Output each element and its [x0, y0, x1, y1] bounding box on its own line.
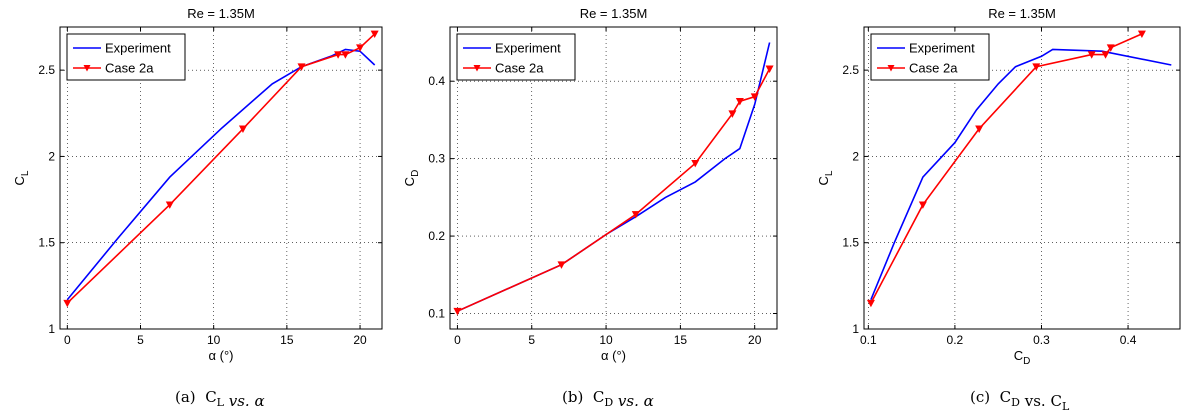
- x-tick-label: 5: [137, 333, 144, 347]
- y-tick-label: 1.5: [38, 236, 55, 250]
- plot-title: Re = 1.35M: [580, 6, 648, 21]
- x-tick-label: 10: [599, 333, 613, 347]
- legend-label: Experiment: [909, 41, 975, 56]
- legend-marker: [473, 65, 481, 72]
- data-point: [1101, 51, 1110, 59]
- legend-label: Case 2a: [105, 61, 154, 76]
- y-axis-label: CL: [816, 170, 835, 185]
- legend-marker: [83, 65, 91, 72]
- y-axis-label: CL: [12, 170, 31, 185]
- y-tick-label: 1: [48, 322, 55, 336]
- legend: Experiment Case 2a: [66, 33, 186, 81]
- y-tick-label: 1.5: [842, 236, 859, 250]
- data-point: [750, 93, 759, 101]
- legend-label: Case 2a: [495, 61, 544, 76]
- data-point: [165, 201, 174, 209]
- y-tick-label: 0.2: [428, 229, 445, 243]
- series-case-2a: [866, 30, 1146, 308]
- data-point: [341, 51, 350, 59]
- x-tick-label: 0: [454, 333, 461, 347]
- plot-title: Re = 1.35M: [988, 6, 1056, 21]
- y-tick-label: 2: [852, 149, 859, 163]
- data-point: [631, 211, 640, 219]
- legend-label: Experiment: [105, 41, 171, 56]
- y-tick-label: 0.1: [428, 307, 445, 321]
- data-point: [1087, 51, 1096, 59]
- series-case-2a: [63, 30, 379, 308]
- y-tick-label: 0.3: [428, 152, 445, 166]
- data-point: [370, 30, 379, 39]
- data-point: [728, 110, 737, 118]
- y-tick-label: 1: [852, 322, 859, 336]
- legend: Experiment Case 2a: [456, 33, 576, 81]
- x-axis-label: α (°): [601, 348, 626, 363]
- x-tick-label: 15: [674, 333, 688, 347]
- data-point: [1032, 63, 1041, 71]
- x-tick-label: 0.1: [860, 333, 877, 347]
- data-point: [735, 98, 744, 106]
- legend-label: Case 2a: [909, 61, 958, 76]
- y-axis-label: CD: [402, 170, 421, 187]
- legend-box: [66, 33, 186, 81]
- subplot-a: Re = 1.35M 0 5 10 15 20 1 1.5 2 2.5 α (°) CL Experim…: [12, 6, 383, 410]
- series-line: [66, 33, 376, 304]
- data-point: [557, 261, 566, 269]
- data-point: [975, 125, 984, 133]
- subplot-b: Re = 1.35M 0 5 10 15 20 0.1 0.2 0.3 0.4 α (°) CD Exp…: [402, 6, 778, 410]
- series-line: [870, 48, 1172, 301]
- series-experiment: [870, 48, 1172, 301]
- data-point: [238, 125, 247, 133]
- data-point: [691, 159, 700, 168]
- x-tick-label: 20: [353, 333, 367, 347]
- data-point: [765, 65, 774, 73]
- subplot-c: Re = 1.35M 0.1 0.2 0.3 0.4 1 1.5 2 2.5 CD CL Experi…: [816, 6, 1181, 410]
- legend-box: [456, 33, 576, 81]
- data-point: [866, 299, 875, 308]
- data-point: [297, 63, 306, 71]
- data-point: [356, 44, 365, 52]
- x-tick-label: 0.4: [1120, 333, 1137, 347]
- data-point: [918, 201, 927, 209]
- series-case-2a: [453, 65, 774, 316]
- x-tick-label: 20: [748, 333, 762, 347]
- y-tick-label: 2.5: [38, 63, 55, 77]
- legend: Experiment Case 2a: [870, 33, 990, 81]
- x-tick-label: 10: [207, 333, 221, 347]
- subfigure-caption: (b) CD vs. α: [562, 388, 654, 410]
- y-tick-label: 0.4: [428, 74, 445, 88]
- x-axis-label: α (°): [209, 348, 234, 363]
- x-axis-label: CD: [1014, 348, 1031, 367]
- data-point: [334, 51, 343, 59]
- y-tick-label: 2: [48, 149, 55, 163]
- x-tick-label: 0.2: [947, 333, 964, 347]
- series-line: [457, 68, 771, 312]
- data-point: [1106, 44, 1115, 52]
- x-tick-label: 5: [528, 333, 535, 347]
- legend-marker: [887, 65, 895, 72]
- x-tick-label: 0.3: [1033, 333, 1050, 347]
- x-tick-label: 0: [64, 333, 71, 347]
- plot-title: Re = 1.35M: [187, 6, 255, 21]
- subfigure-caption: (c) CD vs. CL: [970, 388, 1070, 410]
- y-tick-label: 2.5: [842, 63, 859, 77]
- data-point: [63, 299, 72, 308]
- data-point: [1137, 30, 1146, 39]
- legend-label: Experiment: [495, 41, 561, 56]
- subfigure-caption: (a) CL vs. α: [175, 388, 265, 410]
- legend-box: [870, 33, 990, 81]
- data-point: [453, 307, 462, 316]
- x-tick-label: 15: [280, 333, 294, 347]
